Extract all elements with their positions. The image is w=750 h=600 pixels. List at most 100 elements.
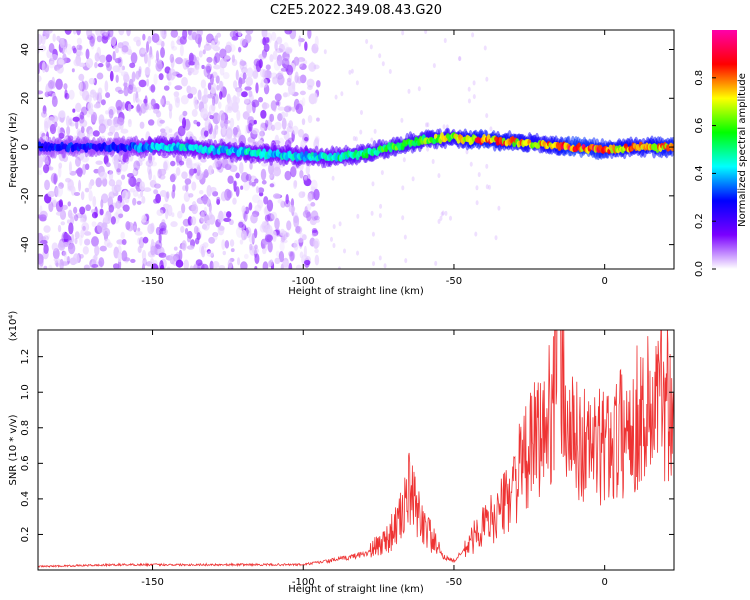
noise-blob (199, 243, 207, 255)
noise-blob (356, 213, 360, 219)
noise-blob (117, 251, 122, 263)
snr-frame (37, 329, 675, 571)
noise-blob (56, 35, 61, 42)
spectrogram-x-label: Height of straight line (km) (288, 286, 424, 297)
snr-x-label: Height of straight line (km) (288, 584, 424, 595)
noise-blob (257, 187, 265, 194)
noise-blob (251, 181, 256, 187)
noise-blob (137, 227, 141, 232)
noise-blob (219, 66, 225, 76)
noise-blob (215, 75, 220, 84)
noise-blob (98, 123, 106, 134)
noise-blob (158, 168, 167, 176)
noise-blob (443, 38, 447, 44)
noise-blob (485, 113, 489, 119)
noise-blob (112, 50, 116, 61)
noise-blob (252, 70, 259, 80)
noise-blob (147, 35, 152, 44)
noise-blob (166, 266, 171, 269)
noise-blob (208, 236, 216, 244)
noise-blob (434, 260, 438, 266)
noise-blob (108, 179, 116, 187)
noise-blob (206, 250, 215, 257)
noise-blob (200, 107, 208, 119)
noise-blob (188, 193, 194, 198)
noise-blob (425, 122, 429, 128)
noise-blob (235, 172, 240, 179)
colorbar-scale (712, 30, 737, 269)
noise-blob (191, 109, 198, 117)
noise-blob (95, 177, 103, 188)
noise-blob (285, 193, 289, 205)
noise-blob (304, 175, 308, 181)
noise-blob (38, 90, 44, 95)
noise-blob (280, 111, 286, 119)
noise-blob (270, 124, 276, 132)
spectrogram-x-tick-label: -100 (292, 276, 315, 287)
noise-blob (437, 219, 441, 225)
noise-blob (78, 62, 86, 68)
noise-blob (200, 211, 205, 223)
noise-blob (217, 225, 225, 236)
noise-blob (175, 167, 181, 176)
noise-blob (218, 90, 223, 100)
noise-blob (293, 180, 298, 188)
noise-blob (58, 165, 62, 178)
noise-blob (57, 224, 62, 233)
noise-blob (74, 237, 78, 245)
noise-blob (275, 101, 280, 106)
noise-blob (340, 91, 344, 97)
noise-blob (190, 216, 197, 226)
noise-blob (73, 191, 81, 197)
noise-blob (159, 264, 165, 269)
noise-blob (378, 255, 382, 261)
noise-blob (194, 99, 200, 106)
noise-blob (133, 36, 141, 43)
noise-blob (143, 52, 148, 64)
noise-blob (65, 43, 73, 55)
noise-blob (160, 30, 164, 38)
noise-blob (75, 119, 79, 130)
noise-blob (42, 164, 50, 174)
noise-blob (233, 80, 238, 90)
noise-blob (258, 53, 267, 60)
noise-blob (187, 93, 194, 99)
noise-blob (193, 263, 198, 269)
noise-blob (81, 155, 90, 163)
noise-blob (105, 162, 111, 168)
noise-blob (93, 254, 98, 262)
noise-blob (51, 242, 58, 252)
noise-blob (99, 208, 104, 216)
noise-blob (90, 89, 94, 95)
noise-blob (58, 199, 63, 208)
noise-blob (378, 213, 382, 219)
noise-blob (216, 32, 222, 38)
noise-blob (120, 128, 129, 134)
noise-blob (314, 35, 319, 48)
noise-blob (96, 92, 103, 104)
noise-blob (232, 126, 238, 136)
noise-blob (75, 48, 82, 57)
noise-blob (161, 219, 166, 227)
noise-blob (266, 119, 273, 131)
noise-blob (231, 36, 239, 41)
noise-blob (270, 211, 278, 221)
noise-blob (202, 194, 208, 205)
noise-blob (196, 30, 203, 37)
snr-y-tick-label: 0.6 (20, 455, 31, 471)
noise-blob (254, 244, 258, 250)
noise-blob (224, 55, 231, 60)
noise-blob (142, 33, 146, 41)
noise-blob (261, 162, 268, 167)
noise-blob (84, 187, 90, 193)
noise-blob (48, 60, 56, 69)
noise-blob (402, 157, 406, 163)
noise-blob (359, 129, 363, 135)
spectrogram-y-ticks: -40 -20 0 20 40 (20, 43, 674, 253)
noise-blob (127, 119, 132, 128)
noise-blob (203, 206, 208, 215)
noise-blob (76, 30, 81, 36)
noise-blob (102, 227, 111, 238)
noise-blob (299, 169, 304, 179)
noise-blob (228, 219, 234, 226)
